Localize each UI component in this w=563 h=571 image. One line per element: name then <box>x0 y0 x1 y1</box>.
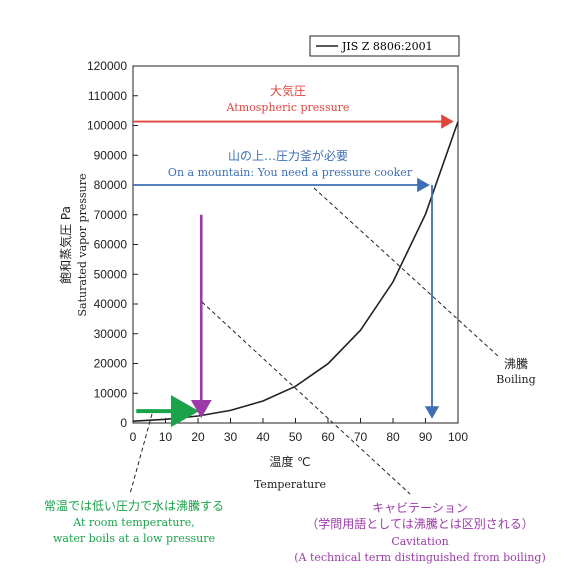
mountain-label-en: On a mountain: You need a pressure cooke… <box>168 166 413 179</box>
mountain-label-jp: 山の上…圧力釜が必要 <box>228 148 348 163</box>
y-tick-label: 50000 <box>94 267 128 281</box>
x-tick-label: 20 <box>191 430 205 444</box>
x-tick-label: 0 <box>130 430 137 444</box>
y-axis-title: 飽和蒸気圧 Pa Saturated vapor pressure <box>58 173 89 316</box>
legend-box <box>309 35 460 57</box>
y-tick-label: 40000 <box>94 297 128 311</box>
y-tick-label: 90000 <box>94 148 128 162</box>
plot-frame <box>132 65 459 424</box>
room-temp-label-en2: water boils at a low pressure <box>53 532 215 545</box>
y-tick-label: 120000 <box>87 59 127 73</box>
y-tick-label: 0 <box>120 416 127 430</box>
x-tick-label: 70 <box>354 430 368 444</box>
x-tick-label: 60 <box>321 430 335 444</box>
x-tick-label: 100 <box>448 430 468 444</box>
y-axis-title-jp: 飽和蒸気圧 Pa <box>58 206 73 284</box>
x-axis-title-jp: 温度 ℃ <box>269 454 310 469</box>
y-tick-label: 30000 <box>94 327 128 341</box>
cavitation-label-jp: キャビテーション <box>372 501 468 515</box>
legend: JIS Z 8806:2001 <box>309 35 460 57</box>
atmospheric-label-jp: 大気圧 <box>270 83 306 98</box>
y-tick-label: 100000 <box>87 119 127 133</box>
y-tick-label: 80000 <box>94 178 128 192</box>
cavitation-leader <box>201 301 411 495</box>
x-tick-label: 30 <box>224 430 238 444</box>
cavitation-label-en2: (A technical term distinguished from boi… <box>294 551 546 564</box>
y-tick-label: 70000 <box>94 208 128 222</box>
y-tick-label: 110000 <box>88 89 127 103</box>
cavitation-label-jp2: （学問用語としては沸騰とは区別される） <box>306 516 533 531</box>
x-tick-label: 50 <box>289 430 303 444</box>
x-axis-title-en: Temperature <box>254 478 326 491</box>
x-tick-label: 90 <box>419 430 433 444</box>
x-tick-label: 40 <box>256 430 270 444</box>
legend-label: JIS Z 8806:2001 <box>341 40 433 53</box>
x-tick-label: 10 <box>159 430 173 444</box>
y-axis-title-en: Saturated vapor pressure <box>76 173 89 316</box>
boiling-label-en: Boiling <box>496 373 535 386</box>
atmospheric-label-en: Atmospheric pressure <box>226 101 350 114</box>
y-tick-label: 10000 <box>94 386 128 400</box>
y-tick-label: 60000 <box>94 238 128 252</box>
boiling-leader <box>313 187 499 357</box>
x-axis: 0 10 20 30 40 50 60 70 80 90 100 <box>130 418 468 444</box>
room-temp-label-en1: At room temperature, <box>72 516 195 529</box>
x-tick-label: 80 <box>386 430 400 444</box>
boiling-label-jp: 沸騰 <box>504 356 528 371</box>
y-tick-label: 20000 <box>94 357 128 371</box>
cavitation-label-en1: Cavitation <box>391 535 448 548</box>
y-axis: 0 10000 20000 30000 40000 50000 60000 70000 8000… <box>87 59 138 430</box>
room-temp-leader <box>129 413 153 495</box>
room-temp-label-jp: 常温では低い圧力で水は沸騰する <box>44 498 224 513</box>
